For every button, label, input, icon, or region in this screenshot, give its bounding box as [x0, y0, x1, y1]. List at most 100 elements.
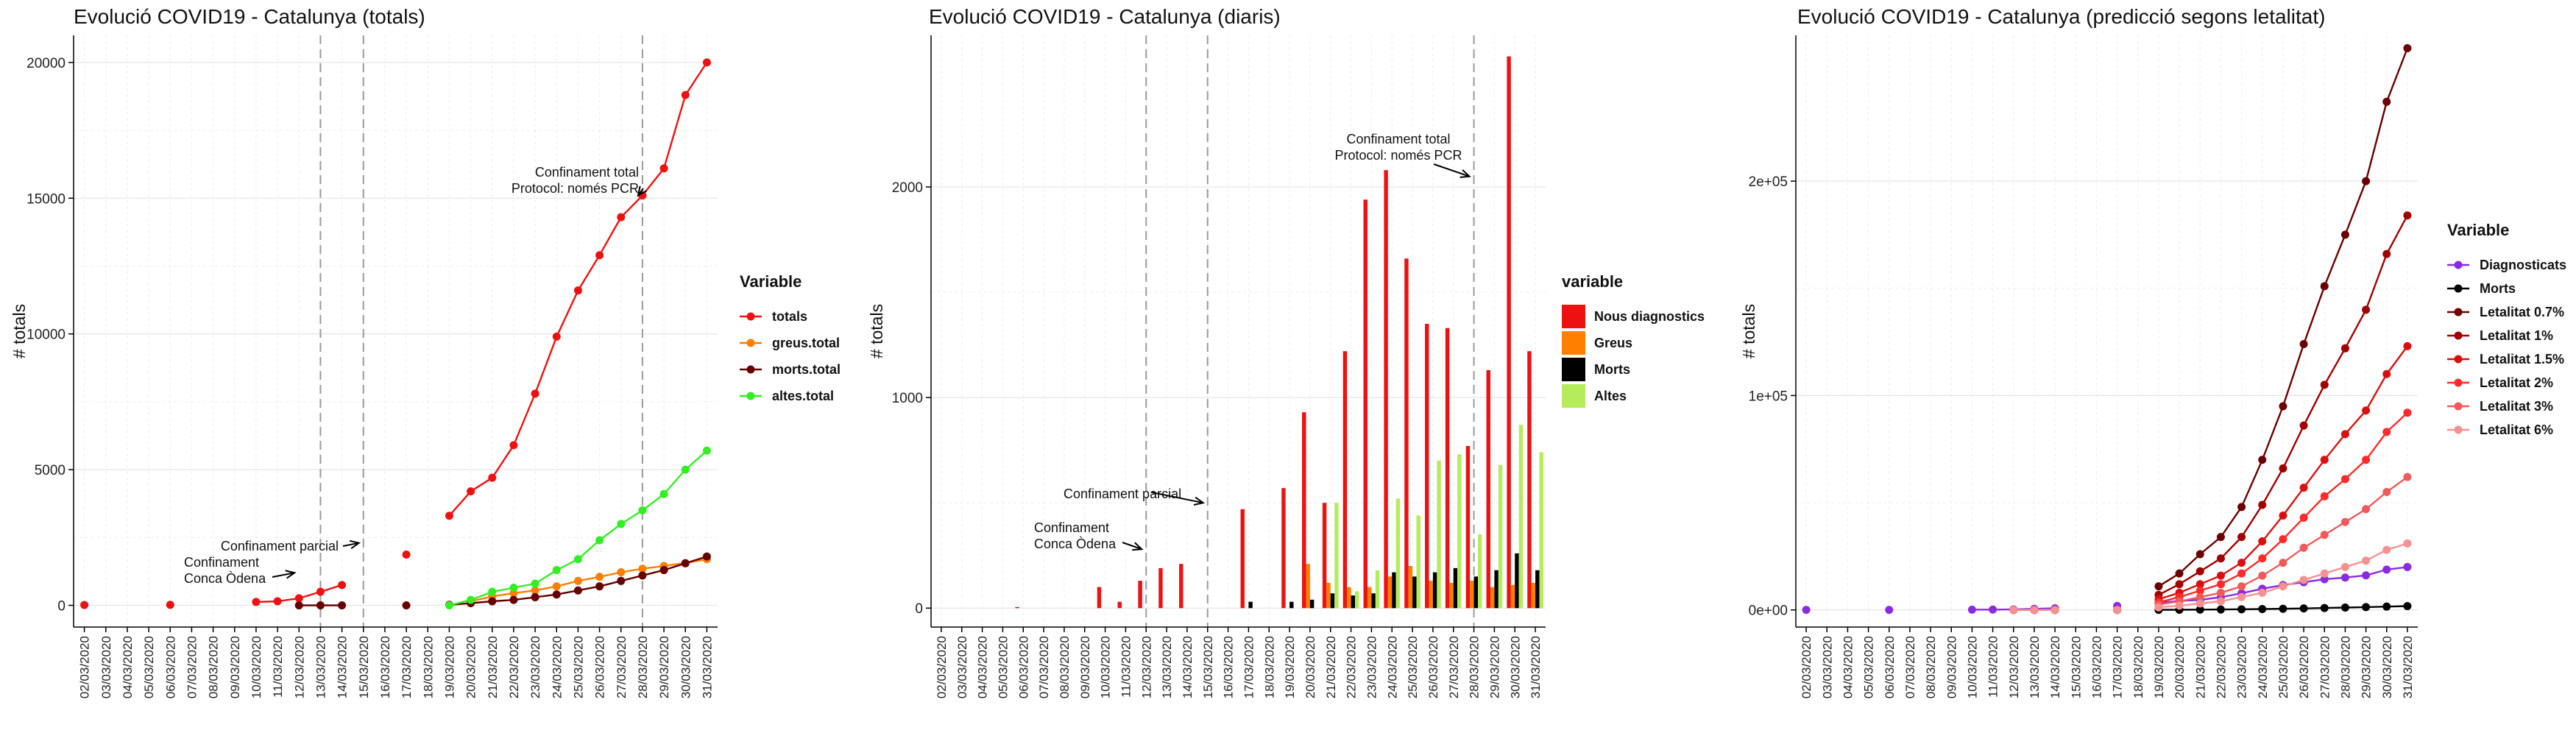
- x-tick-label: 30/03/2020: [1508, 636, 1522, 698]
- bar: [1355, 591, 1359, 609]
- data-point: [702, 552, 711, 561]
- y-tick-label: 5000: [35, 463, 66, 478]
- x-tick-label: 06/03/2020: [163, 636, 177, 698]
- data-point: [552, 582, 561, 591]
- legend-swatch: [1562, 358, 1585, 381]
- data-point: [2237, 582, 2246, 591]
- bar: [1240, 509, 1245, 609]
- bar: [1449, 582, 1454, 609]
- data-point: [2279, 604, 2287, 613]
- annotation-arrow: [1122, 542, 1142, 551]
- bar: [1515, 553, 1519, 609]
- bar: [1416, 515, 1420, 609]
- data-point: [2362, 177, 2371, 185]
- data-point: [2216, 597, 2225, 606]
- annotation-arrow: [272, 572, 295, 578]
- data-point: [681, 559, 690, 567]
- data-point: [573, 586, 582, 595]
- bar: [1490, 587, 1495, 609]
- data-point: [1802, 606, 1811, 615]
- data-point: [2340, 517, 2349, 526]
- data-point: [2403, 473, 2412, 481]
- data-point: [531, 389, 539, 398]
- annotation-arrowhead: [637, 185, 647, 197]
- x-tick-label: 10/03/2020: [1965, 636, 1979, 698]
- data-point: [2237, 592, 2246, 601]
- x-tick-label: 25/03/2020: [2276, 636, 2290, 698]
- data-point: [659, 489, 668, 498]
- data-point: [595, 573, 604, 581]
- x-tick-label: 04/03/2020: [1841, 636, 1855, 698]
- bar: [1478, 534, 1482, 609]
- data-point: [273, 597, 282, 606]
- bar: [1326, 582, 1331, 609]
- data-point: [1885, 606, 1894, 615]
- legend-title: Variable: [740, 272, 802, 291]
- bar: [1429, 581, 1433, 609]
- data-point: [2258, 500, 2267, 509]
- data-point: [2340, 573, 2349, 582]
- bar: [1425, 323, 1429, 609]
- bar: [1392, 572, 1396, 609]
- x-tick-label: 02/03/2020: [78, 636, 92, 698]
- bar: [1309, 599, 1314, 609]
- data-point: [552, 590, 561, 599]
- x-tick-label: 05/03/2020: [1862, 636, 1876, 698]
- x-tick-label: 03/03/2020: [955, 636, 969, 698]
- x-tick-label: 15/03/2020: [2069, 636, 2083, 698]
- data-point: [252, 598, 261, 606]
- x-tick-label: 18/03/2020: [1262, 636, 1276, 698]
- data-point: [316, 587, 325, 596]
- x-tick-label: 09/03/2020: [1078, 636, 1092, 698]
- data-point: [2299, 576, 2308, 584]
- x-tick-label: 26/03/2020: [593, 636, 607, 698]
- legend-label: Letalitat 2%: [2480, 375, 2553, 390]
- data-point: [2195, 599, 2204, 608]
- bar: [1473, 576, 1479, 609]
- x-tick-label: 02/03/2020: [1800, 636, 1814, 698]
- bar: [1494, 570, 1498, 609]
- bar: [1367, 587, 1372, 609]
- data-point: [166, 601, 174, 609]
- data-point: [2237, 533, 2246, 542]
- data-point: [402, 551, 411, 559]
- annotation-label: Confinament total: [1346, 132, 1450, 146]
- legend-swatch-point: [746, 339, 755, 347]
- x-tick-label: 17/03/2020: [400, 636, 414, 698]
- x-tick-label: 05/03/2020: [996, 636, 1010, 698]
- data-point: [2382, 545, 2391, 554]
- data-point: [445, 601, 453, 609]
- data-point: [2279, 535, 2287, 544]
- y-axis-label: # totals: [867, 304, 886, 358]
- x-tick-label: 06/03/2020: [1016, 636, 1030, 698]
- data-point: [2195, 605, 2204, 614]
- data-point: [2279, 464, 2287, 473]
- x-tick-label: 08/03/2020: [1924, 636, 1938, 698]
- bar: [1465, 445, 1471, 609]
- bar: [1330, 593, 1335, 609]
- x-tick-label: 11/03/2020: [1119, 636, 1133, 698]
- bar: [1334, 503, 1339, 609]
- data-point: [402, 601, 411, 609]
- data-point: [531, 579, 539, 588]
- x-tick-label: 11/03/2020: [271, 636, 285, 698]
- bar: [1470, 581, 1474, 609]
- legend-swatch-point: [2454, 261, 2463, 269]
- data-point: [338, 601, 347, 609]
- data-point: [2362, 305, 2371, 314]
- legend-label: Letalitat 3%: [2480, 399, 2553, 414]
- data-point: [2403, 539, 2412, 548]
- x-tick-label: 16/03/2020: [2090, 636, 2103, 698]
- bar: [1371, 593, 1376, 609]
- x-tick-label: 13/03/2020: [1160, 636, 1174, 698]
- data-point: [2237, 605, 2246, 614]
- data-point: [2299, 339, 2308, 348]
- bar: [1535, 570, 1540, 609]
- legend-label: Nous diagnostics: [1594, 309, 1705, 324]
- x-tick-label: 24/03/2020: [1385, 636, 1399, 698]
- x-tick-label: 03/03/2020: [1820, 636, 1834, 698]
- data-point: [294, 601, 303, 609]
- legend-swatch-point: [2454, 425, 2463, 434]
- bar: [1412, 576, 1417, 609]
- legend-label: Morts: [1594, 362, 1630, 377]
